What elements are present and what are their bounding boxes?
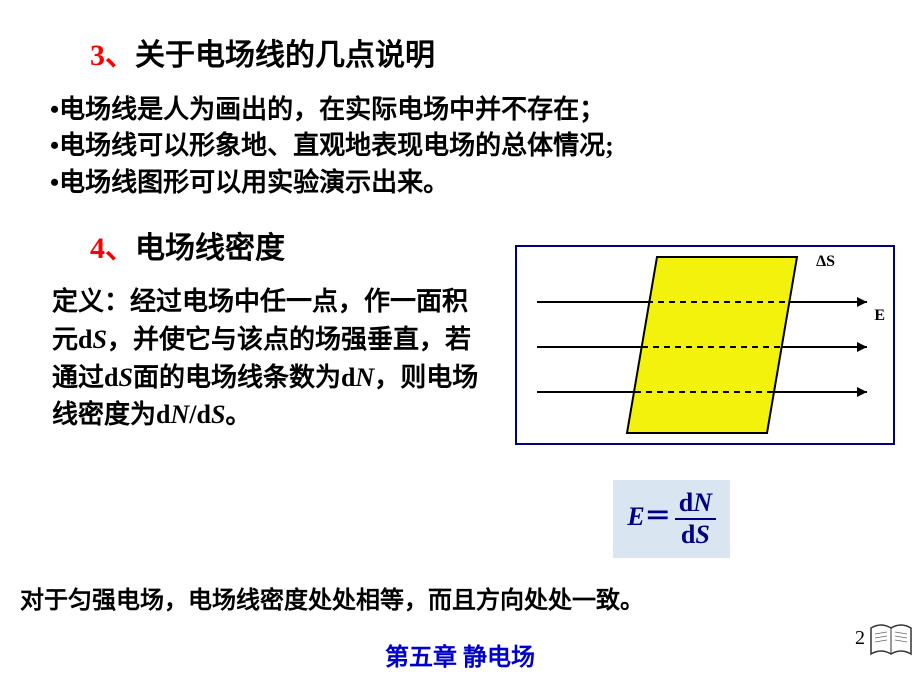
- definition-text: 定义：经过电场中任一点，作一面积元dS，并使它与该点的场强垂直，若通过dS面的电…: [52, 283, 492, 434]
- def-var-S1: S: [92, 325, 106, 354]
- field-lines-diagram: ΔS E: [515, 245, 895, 445]
- bullet-2: •电场线可以形象地、直观地表现电场的总体情况;: [50, 128, 880, 164]
- den-d: d: [681, 520, 695, 549]
- book-icon: [867, 620, 915, 660]
- formula-eq: ＝: [645, 502, 671, 531]
- def-var-N2: N: [170, 400, 189, 429]
- surface-polygon: [627, 257, 797, 433]
- den-v: S: [695, 520, 709, 549]
- delta-s-label: ΔS: [816, 253, 835, 271]
- chapter-title: 第五章 静电场: [385, 637, 535, 672]
- formula-box: E＝dNdS: [613, 480, 730, 558]
- def-seg-6: 。: [225, 400, 251, 429]
- formula-denominator: dS: [675, 520, 716, 550]
- def-var-S2: S: [118, 363, 132, 392]
- formula-numerator: dN: [675, 488, 716, 520]
- def-seg-3: 面的电场线条数为d: [133, 363, 355, 392]
- arrow-1: [857, 297, 867, 307]
- formula-fraction: dNdS: [675, 488, 716, 550]
- page-number: 2: [855, 627, 865, 650]
- def-var-S3: S: [211, 400, 225, 429]
- def-seg-5: /d: [189, 400, 211, 429]
- bullet-3: •电场线图形可以用实验演示出来。: [50, 165, 880, 201]
- bullet-list: •电场线是人为画出的，在实际电场中并不存在； •电场线可以形象地、直观地表现电场…: [50, 92, 880, 201]
- section-4-title: 电场线密度: [135, 232, 285, 265]
- formula-lhs: E: [627, 502, 644, 531]
- num-d: d: [679, 488, 693, 517]
- e-label: E: [874, 307, 885, 325]
- section-3-title: 关于电场线的几点说明: [135, 39, 435, 72]
- num-v: N: [693, 488, 712, 517]
- arrow-3: [857, 387, 867, 397]
- arrow-2: [857, 342, 867, 352]
- diagram-svg: [517, 247, 893, 443]
- section-3-heading: 3、关于电场线的几点说明: [90, 30, 880, 74]
- section-3-number: 3、: [90, 39, 135, 72]
- section-4-number: 4、: [90, 232, 135, 265]
- bullet-1: •电场线是人为画出的，在实际电场中并不存在；: [50, 92, 880, 128]
- footer-sentence: 对于匀强电场，电场线密度处处相等，而且方向处处一致。: [20, 580, 644, 615]
- def-var-N1: N: [355, 363, 374, 392]
